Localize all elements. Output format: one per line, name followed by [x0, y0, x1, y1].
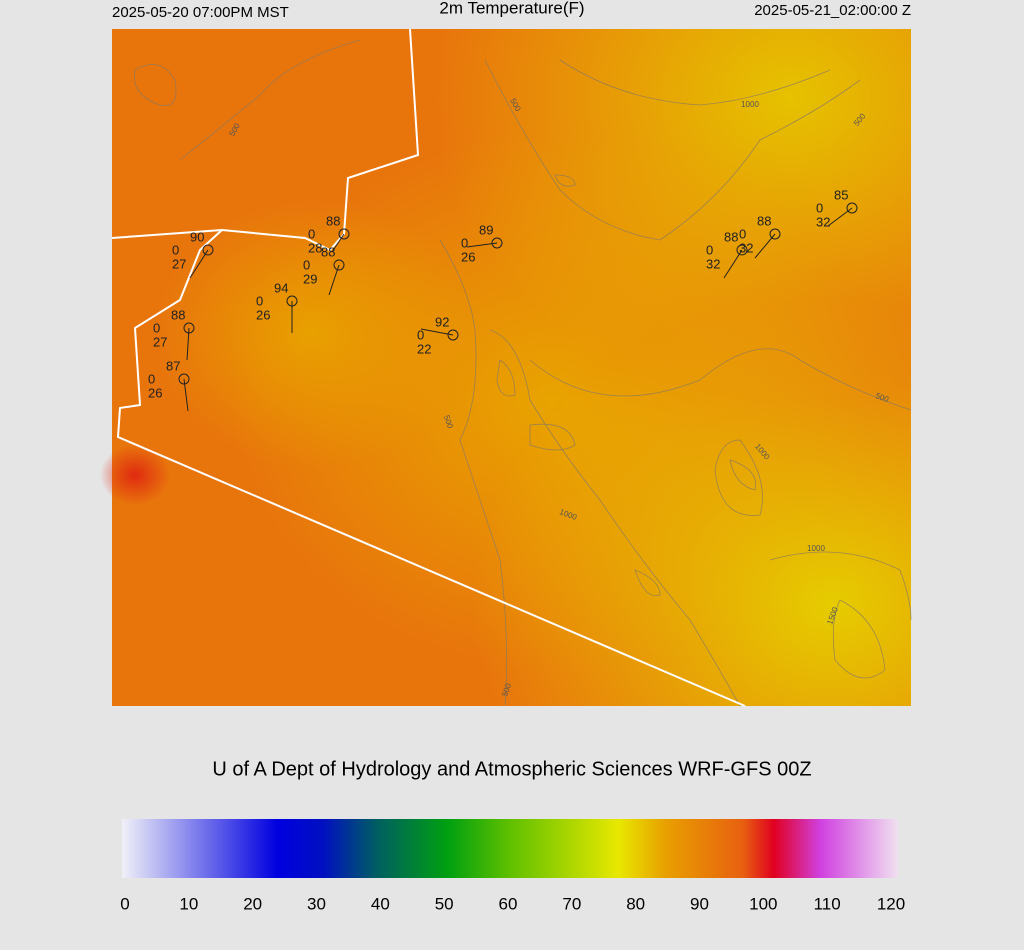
station-temp: 88 — [171, 307, 185, 322]
station-temp: 88 — [321, 244, 335, 259]
colorbar-tick-label: 40 — [371, 894, 390, 913]
header-right: 2025-05-21_02:00:00 Z — [754, 2, 911, 19]
station-marker — [178, 373, 190, 385]
station-wind: 0 — [148, 371, 155, 386]
station-dew: 29 — [303, 271, 317, 286]
station-dew: 26 — [461, 249, 475, 264]
station-temp: 85 — [834, 187, 848, 202]
station-marker — [769, 228, 781, 240]
station-wind: 0 — [417, 327, 424, 342]
station-dew: 32 — [706, 256, 720, 271]
station-dew: 32 — [816, 214, 830, 229]
station-barb — [189, 249, 209, 279]
station-marker — [491, 237, 503, 249]
station-dew: 26 — [256, 307, 270, 322]
colorbar-tick-label: 100 — [749, 894, 777, 913]
contour-label: 500 — [442, 414, 455, 430]
station-wind: 0 — [308, 226, 315, 241]
map-field — [100, 28, 912, 707]
station-marker — [202, 244, 214, 256]
station-wind: 0 — [303, 257, 310, 272]
station-marker — [736, 244, 748, 256]
station-wind: 0 — [153, 320, 160, 335]
colorbar-tick-label: 20 — [243, 894, 262, 913]
station-barb — [331, 233, 345, 253]
station-temp: 92 — [435, 314, 449, 329]
colorbar-tick-label: 10 — [179, 894, 198, 913]
station-marker — [846, 202, 858, 214]
station-temp: 94 — [274, 280, 288, 295]
station-dew: 27 — [172, 256, 186, 271]
colorbar-tick-label: 0 — [120, 894, 129, 913]
station-marker — [333, 259, 345, 271]
station-temp: 87 — [166, 358, 180, 373]
station-dew: 22 — [417, 341, 431, 356]
station-wind: 0 — [172, 242, 179, 257]
colorbar-tick-label: 60 — [499, 894, 518, 913]
station-marker — [183, 322, 195, 334]
contour-label: 500 — [500, 682, 513, 698]
colorbar-tick-label: 80 — [626, 894, 645, 913]
station-marker — [338, 228, 350, 240]
station-dew: 27 — [153, 334, 167, 349]
contour-label: 1000 — [807, 544, 825, 553]
station-wind: 0 — [461, 235, 468, 250]
credit: U of A Dept of Hydrology and Atmospheric… — [212, 758, 811, 780]
contour-label: 1000 — [741, 100, 759, 109]
station-dew: 28 — [308, 240, 322, 255]
station-temp: 90 — [190, 229, 204, 244]
colorbar — [122, 819, 898, 878]
station-temp: 88 — [724, 229, 738, 244]
station-temp: 89 — [479, 222, 493, 237]
station-marker — [286, 295, 298, 307]
header-title: 2m Temperature(F) — [439, 0, 584, 17]
station-dew: 26 — [148, 385, 162, 400]
station-barb — [723, 249, 743, 279]
station-wind: 0 — [706, 242, 713, 257]
station-temp: 88 — [757, 213, 771, 228]
colorbar-tick-label: 90 — [690, 894, 709, 913]
colorbar-tick-label: 70 — [562, 894, 581, 913]
station-wind: 0 — [256, 293, 263, 308]
station-temp: 88 — [326, 213, 340, 228]
colorbar-tick-label: 120 — [877, 894, 905, 913]
contour-label: 500 — [874, 391, 890, 404]
colorbar-tick-label: 50 — [435, 894, 454, 913]
colorbar-tick-label: 110 — [814, 894, 841, 913]
header-left: 2025-05-20 07:00PM MST — [112, 4, 289, 21]
station-wind: 0 — [739, 226, 746, 241]
station-wind: 0 — [816, 200, 823, 215]
colorbar-tick-label: 30 — [307, 894, 326, 913]
station-marker — [447, 329, 459, 341]
station-dew: 32 — [739, 240, 753, 255]
